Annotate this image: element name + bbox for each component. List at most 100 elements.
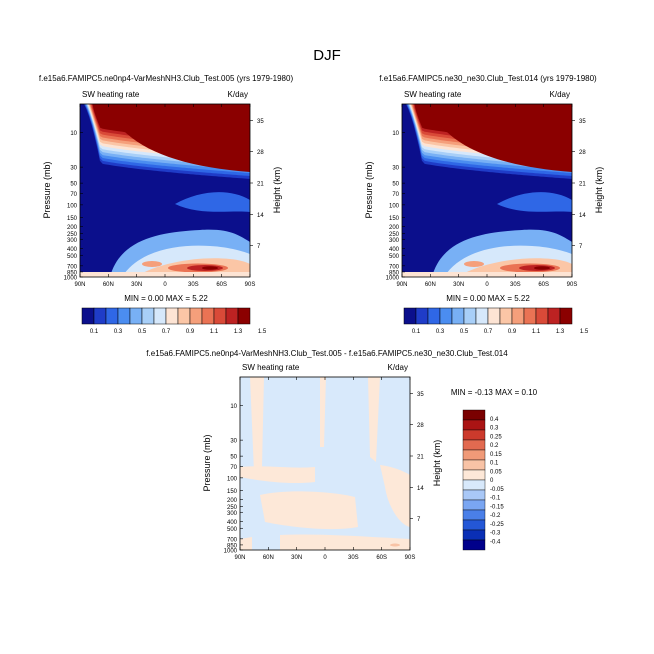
colorbar-label: 0 [490,478,494,484]
colorbar-swatch [403,307,417,325]
panel-1-y2label: Height (km) [272,167,282,214]
colorbar-label: -0.1 [490,496,501,502]
y-tick-label: 100 [227,476,238,482]
y2-tick-label: 28 [579,150,586,156]
x-tick-label: 30S [510,282,521,288]
y-tick-label: 150 [389,216,400,222]
panel-2-stats: MIN = 0.00 MAX = 5.22 [446,294,530,303]
panel-2-colorbar: 0.1 0.3 0.5 0.7 0.9 1.1 1.3 1.5 [403,307,589,335]
colorbar-swatch [427,307,441,325]
panel-1-stats: MIN = 0.00 MAX = 5.22 [124,294,208,303]
colorbar-label: 1.1 [532,329,541,335]
diff-band-positive [280,534,410,550]
panel-1-right-label: K/day [228,90,248,99]
panel-diff-y2label: Height (km) [432,440,442,487]
y2-tick-label: 7 [257,244,261,250]
colorbar-swatch [415,307,429,325]
y-tick-label: 200 [227,498,238,504]
colorbar-swatch [462,509,486,521]
colorbar-label: 0.3 [114,329,123,335]
y-tick-label: 250 [389,232,400,238]
x-tick-label: 0 [163,282,167,288]
colorbar-swatch [213,307,227,325]
diff-band-positive [240,466,315,484]
diff-band-positive [250,377,264,472]
contour-band [464,261,484,267]
y-tick-label: 50 [70,182,77,188]
colorbar-swatch [201,307,215,325]
diff-band-positive [240,537,252,550]
colorbar-label: 0.5 [138,329,147,335]
x-tick-label: 90N [74,282,85,288]
colorbar-swatch [462,439,486,451]
panel-2-y2label: Height (km) [594,167,604,214]
colorbar-swatch [462,519,486,531]
colorbar-swatch [165,307,179,325]
colorbar-swatch [225,307,239,325]
y-tick-label: 500 [227,527,238,533]
x-tick-label: 30N [453,282,464,288]
colorbar-swatch [462,529,486,541]
y2-tick-label: 35 [417,392,424,398]
y-tick-label: 700 [67,264,78,270]
y-tick-label: 250 [67,232,78,238]
colorbar-label: 0.3 [490,426,499,432]
y-tick-label: 200 [67,225,78,231]
y-tick-label: 400 [227,520,238,526]
colorbar-swatch [237,307,251,325]
colorbar-swatch [189,307,203,325]
panel-1-contours [80,104,250,277]
colorbar-label: 0.9 [186,329,195,335]
colorbar-label: -0.4 [490,539,501,545]
colorbar-swatch [547,307,561,325]
y-tick-label: 500 [389,254,400,260]
x-tick-label: 30N [131,282,142,288]
x-tick-label: 60S [376,555,387,561]
x-tick-label: 60N [263,555,274,561]
y-tick-label: 850 [227,543,238,549]
colorbar-swatch [559,307,573,325]
colorbar-label: 1.1 [210,329,219,335]
diff-band-positive [368,377,380,462]
panel-diff-plot-area [240,377,410,550]
colorbar-swatch [177,307,191,325]
colorbar-label: 0.3 [436,329,445,335]
colorbar-swatch [475,307,489,325]
colorbar-label: 0.4 [490,417,499,423]
colorbar-swatch [499,307,513,325]
colorbar-label: 0.7 [484,329,493,335]
colorbar-swatch [523,307,537,325]
y2-tick-label: 21 [257,182,264,188]
colorbar-label: 0.5 [460,329,469,335]
x-tick-label: 60S [538,282,549,288]
y-tick-label: 300 [389,238,400,244]
y-tick-label: 70 [70,192,77,198]
colorbar-swatch [439,307,453,325]
y-tick-label: 700 [389,264,400,270]
x-tick-label: 0 [323,555,327,561]
colorbar-label: 1.3 [556,329,565,335]
colorbar-swatch [462,469,486,481]
x-tick-label: 30S [348,555,359,561]
colorbar-label: 0.1 [412,329,421,335]
y-tick-label: 850 [389,270,400,276]
y-tick-label: 30 [230,439,237,445]
y2-tick-label: 28 [417,423,424,429]
y-tick-label: 10 [392,131,399,137]
x-tick-label: 90N [234,555,245,561]
colorbar-label: 0.25 [490,434,502,440]
colorbar-swatch [463,307,477,325]
colorbar-label: 0.9 [508,329,517,335]
y-tick-label: 100 [389,203,400,209]
y2-tick-label: 28 [257,150,264,156]
diff-band-positive [380,465,410,527]
colorbar-label: 1.5 [258,329,267,335]
colorbar-label: 1.3 [234,329,243,335]
colorbar-label: 0.15 [490,452,502,458]
x-tick-label: 60N [425,282,436,288]
y2-tick-label: 7 [417,517,421,523]
panel-1-title: f.e15a6.FAMIPC5.ne0np4-VarMeshNH3.Club_T… [39,74,294,83]
contour-band [106,104,250,172]
y2-tick-label: 21 [579,182,586,188]
colorbar-swatch [451,307,465,325]
